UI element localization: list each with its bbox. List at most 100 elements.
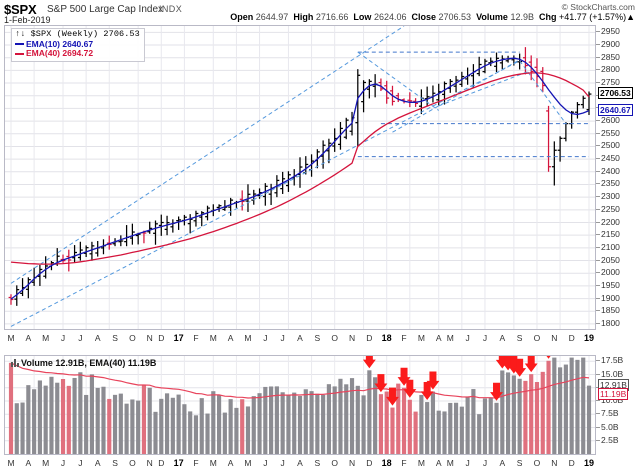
volume-bar: [66, 385, 71, 454]
x-axis-month-label: J: [263, 458, 268, 468]
volume-alert-arrow-icon: [546, 356, 551, 359]
volume-bar: [321, 394, 326, 454]
price-y-tick: [596, 82, 600, 84]
volume-y-label: 10.0B: [601, 395, 624, 406]
volume-bar: [367, 370, 372, 454]
ohlc-bar: [170, 219, 176, 233]
volume-bar: [349, 378, 355, 454]
price-y-label: 2550: [601, 127, 620, 138]
volume-bar: [361, 395, 366, 454]
volume-alert-arrow-icon: [420, 382, 434, 401]
x-axis-year-label: 17: [173, 333, 184, 343]
ohlc-bar: [153, 220, 158, 245]
volume-bar: [107, 398, 112, 454]
volume-bar: [216, 395, 222, 454]
price-y-tick: [596, 44, 600, 46]
price-legend: ↑↓ $SPX (Weekly) 2706.53 EMA(10) 2640.67…: [11, 28, 145, 62]
volume-bar: [373, 377, 378, 454]
price-y-label: 2200: [601, 216, 620, 227]
ema10-line: [10, 57, 590, 300]
volume-bar: [170, 397, 175, 454]
price-y-label: 2800: [601, 64, 620, 75]
volume-bar: [72, 377, 77, 454]
price-y-label: 2000: [601, 267, 620, 278]
volume-bar: [274, 386, 279, 454]
low-value: 2624.06: [373, 12, 407, 22]
open-label: Open: [230, 12, 254, 22]
price-panel: ↑↓ $SPX (Weekly) 2706.53 EMA(10) 2640.67…: [4, 25, 596, 330]
x-axis-month-label: M: [417, 333, 425, 343]
volume-x-axis: M A M J J A S O N D 17 F M A M J J A S O N D 18 F M A M J J A S O N D 19: [4, 457, 596, 471]
ohlc-bar: [43, 256, 49, 279]
volume-bar: [55, 382, 60, 454]
volume-bar: [130, 399, 135, 454]
x-axis-month-label: N: [146, 458, 153, 468]
ohlc-bar: [488, 57, 494, 67]
volume-bar: [494, 402, 499, 454]
x-axis-month-label: M: [7, 333, 15, 343]
price-y-tick: [596, 259, 600, 261]
volume-legend-text: Volume 12.91B, EMA(40) 11.19B: [21, 358, 157, 368]
volume-bar: [32, 389, 37, 454]
ema40-swatch-icon: [15, 52, 24, 55]
x-axis-month-label: S: [112, 333, 118, 343]
x-axis-month-label: M: [417, 458, 425, 468]
x-axis-month-label: J: [60, 458, 66, 468]
x-axis-month-label: J: [465, 458, 470, 468]
volume-bar: [332, 386, 337, 454]
ohlc-bar: [199, 211, 205, 227]
volume-y-tick: [596, 373, 600, 375]
price-y-label: 1950: [601, 279, 620, 290]
price-y-tick: [596, 31, 600, 33]
volume-alert-arrow-icon: [362, 356, 376, 369]
volume-bar: [500, 370, 505, 454]
x-axis-month-label: D: [568, 458, 575, 468]
symbol-exchange: INDX: [159, 4, 183, 14]
ohlc-bar: [118, 235, 124, 247]
price-y-label: 2250: [601, 203, 620, 214]
ohlc-bar: [378, 78, 384, 92]
ohlc-bar: [326, 138, 332, 164]
price-y-tick: [596, 69, 600, 71]
volume-bar: [205, 413, 210, 454]
x-axis-month-label: A: [435, 333, 442, 343]
x-axis-month-label: N: [348, 333, 356, 343]
volume-alert-arrow-icon: [513, 358, 527, 377]
x-axis-month-label: D: [366, 333, 373, 343]
close-value: 2706.53: [438, 12, 472, 22]
ohlc-bar: [557, 136, 563, 162]
price-y-label: 2050: [601, 254, 620, 265]
x-axis-year-label: 17: [173, 458, 184, 468]
price-y-label: 2100: [601, 241, 620, 252]
x-axis-month-label: M: [209, 333, 217, 343]
volume-bar: [136, 400, 141, 454]
volume-bar: [563, 364, 568, 454]
volume-y-tick: [596, 426, 600, 428]
price-y-label: 2600: [601, 115, 620, 126]
volume-alert-arrow-icon: [374, 374, 388, 393]
volume-bar: [286, 394, 291, 454]
price-y-label: 2350: [601, 178, 620, 189]
trendline: [357, 51, 440, 111]
volume-bar: [355, 385, 360, 454]
volume-bar: [505, 372, 511, 454]
ohlc-bar: [338, 121, 343, 150]
volume-bar: [118, 393, 123, 454]
volume-bar: [228, 399, 233, 454]
x-axis-month-label: F: [401, 458, 407, 468]
volume-bars-icon: [11, 359, 19, 367]
price-y-label: 2300: [601, 191, 620, 202]
volume-bar: [234, 407, 239, 454]
volume-bar: [442, 411, 447, 454]
ohlc-bar: [8, 294, 14, 305]
trendline: [392, 59, 520, 133]
ohlc-bar: [60, 254, 66, 263]
price-y-label: 2950: [601, 26, 620, 37]
volume-bar: [153, 411, 158, 454]
ohlc-bar: [442, 81, 447, 105]
price-y-tick: [596, 246, 600, 248]
volume-bar: [95, 387, 100, 454]
price-y-tick: [596, 183, 600, 185]
ohlc-bar: [20, 278, 25, 297]
